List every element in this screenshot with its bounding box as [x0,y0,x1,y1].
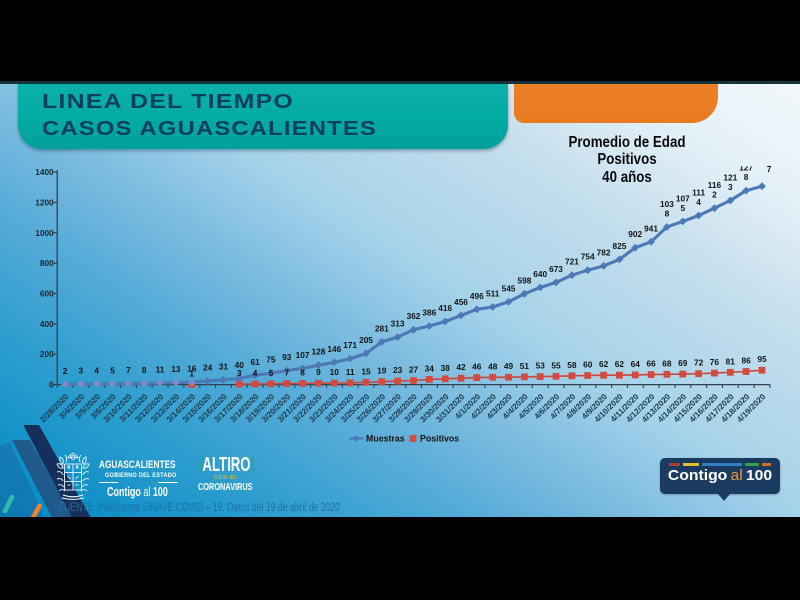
svg-text:46: 46 [472,362,482,372]
svg-text:200: 200 [40,349,54,359]
svg-text:7: 7 [126,365,131,375]
svg-text:2: 2 [712,190,717,200]
svg-text:0: 0 [49,380,54,390]
svg-text:64: 64 [631,359,641,369]
svg-text:Positivos: Positivos [420,434,459,444]
svg-text:86: 86 [741,356,751,366]
svg-text:511: 511 [486,289,500,299]
svg-text:902: 902 [628,229,642,239]
svg-text:11: 11 [156,364,165,374]
svg-text:13: 13 [171,364,181,374]
svg-text:721: 721 [565,257,579,267]
svg-text:107: 107 [296,350,310,360]
svg-text:5: 5 [680,203,685,213]
svg-text:53: 53 [536,361,546,371]
svg-text:11: 11 [346,367,355,377]
svg-text:24: 24 [203,363,213,373]
svg-text:62: 62 [599,359,609,369]
svg-text:19: 19 [377,366,387,376]
svg-text:23: 23 [393,365,403,375]
svg-text:55: 55 [551,360,561,370]
svg-text:400: 400 [40,319,54,329]
svg-text:15: 15 [361,366,371,376]
svg-text:95: 95 [757,354,767,364]
svg-text:1400: 1400 [35,167,54,177]
svg-text:51: 51 [520,361,530,371]
svg-text:111: 111 [692,188,705,198]
svg-text:68: 68 [662,358,672,368]
svg-text:386: 386 [422,308,436,318]
svg-text:93: 93 [282,352,292,362]
svg-text:205: 205 [359,335,373,345]
svg-text:38: 38 [441,363,451,373]
svg-text:66: 66 [646,359,656,369]
svg-text:127: 127 [739,163,753,173]
svg-text:754: 754 [581,252,595,262]
svg-text:362: 362 [407,311,421,321]
svg-text:598: 598 [517,275,531,285]
svg-text:128: 128 [311,347,325,357]
svg-text:800: 800 [40,258,54,268]
svg-text:3: 3 [78,366,83,376]
svg-text:4: 4 [253,368,258,378]
svg-text:5: 5 [269,368,274,378]
svg-text:146: 146 [327,344,341,354]
svg-text:545: 545 [502,283,516,293]
svg-text:81: 81 [726,356,736,366]
svg-text:5: 5 [110,365,115,375]
svg-text:456: 456 [454,297,468,307]
svg-text:40: 40 [235,360,245,370]
svg-text:4: 4 [94,366,99,376]
svg-text:1: 1 [189,368,194,378]
svg-text:2: 2 [63,366,68,376]
svg-text:72: 72 [694,358,704,368]
svg-text:9: 9 [316,367,321,377]
svg-text:3: 3 [728,182,733,192]
svg-text:16: 16 [187,364,197,374]
svg-text:8: 8 [142,365,147,375]
svg-text:825: 825 [612,241,626,251]
svg-text:313: 313 [391,319,405,329]
svg-text:103: 103 [660,199,674,209]
svg-text:42: 42 [456,362,466,372]
svg-text:8: 8 [300,367,305,377]
svg-text:107: 107 [676,193,690,203]
svg-text:640: 640 [533,269,547,279]
svg-text:76: 76 [710,357,720,367]
svg-text:49: 49 [504,361,514,371]
svg-text:116: 116 [708,180,722,190]
svg-text:4: 4 [696,197,701,207]
svg-text:673: 673 [549,264,563,274]
svg-text:34: 34 [425,363,435,373]
svg-text:782: 782 [597,247,611,257]
svg-text:7: 7 [284,368,289,378]
svg-text:416: 416 [438,303,452,313]
svg-text:48: 48 [488,361,498,371]
svg-text:69: 69 [678,358,688,368]
svg-text:496: 496 [470,291,484,301]
svg-text:75: 75 [266,355,276,365]
svg-text:27: 27 [409,365,419,375]
svg-text:171: 171 [343,340,357,350]
svg-text:61: 61 [250,357,260,367]
svg-text:8: 8 [744,172,749,182]
svg-text:58: 58 [567,360,577,370]
svg-text:10: 10 [330,367,340,377]
svg-text:941: 941 [644,223,658,233]
svg-text:1000: 1000 [35,228,54,238]
svg-text:Muestras: Muestras [366,434,405,444]
svg-text:62: 62 [615,359,625,369]
svg-text:8: 8 [665,209,670,219]
svg-text:281: 281 [375,323,389,333]
svg-text:3: 3 [237,368,242,378]
svg-text:121: 121 [723,173,737,183]
svg-text:600: 600 [40,289,54,299]
svg-text:31: 31 [219,361,229,371]
svg-text:1200: 1200 [35,198,54,208]
svg-text:60: 60 [583,360,593,370]
svg-text:7: 7 [767,164,772,174]
